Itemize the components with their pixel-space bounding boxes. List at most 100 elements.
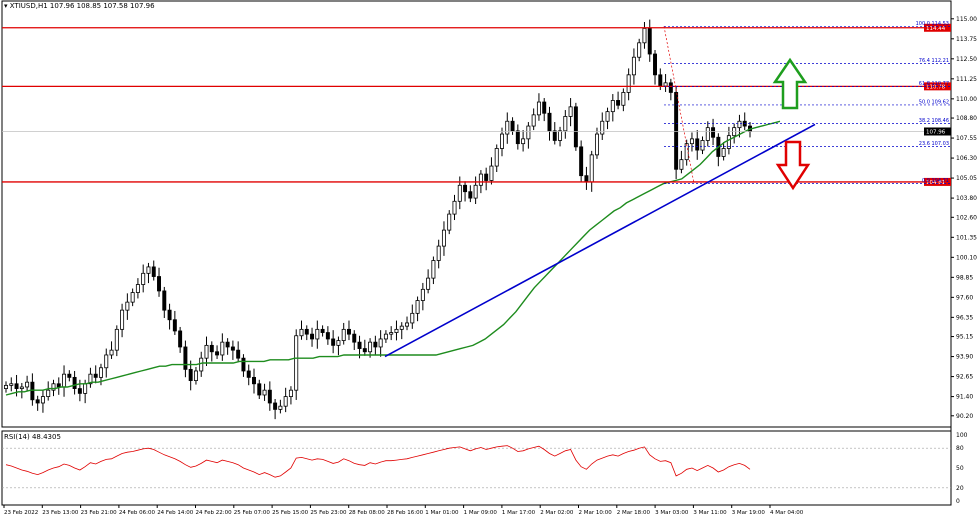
candle-body xyxy=(594,133,599,156)
level-price-label: 110.78 xyxy=(926,84,946,90)
candle-body xyxy=(605,111,610,122)
candle-body xyxy=(157,276,162,292)
candle-body xyxy=(563,116,568,132)
candle-body xyxy=(230,346,235,351)
candle-body xyxy=(368,341,373,353)
level-price-label: 114.44 xyxy=(926,26,946,32)
price-tick-label: 98.85 xyxy=(956,274,973,281)
down-arrow-icon xyxy=(775,140,811,191)
main-panel-frame xyxy=(1,0,952,428)
candle-body xyxy=(447,213,452,231)
fib-level-label: 76.4 112.21 xyxy=(919,58,949,64)
price-tick-label: 105.05 xyxy=(956,175,977,182)
candle-body xyxy=(135,284,140,293)
candle-body xyxy=(341,328,346,341)
candle-body xyxy=(658,74,663,87)
candle-body xyxy=(125,301,130,311)
candle-body xyxy=(737,120,742,129)
candle-body xyxy=(568,106,573,117)
candle-body xyxy=(215,351,220,356)
candle-body xyxy=(325,332,330,340)
fib-level-label: 23.6 107.03 xyxy=(919,141,949,147)
candle-body xyxy=(352,333,357,343)
price-tick-label: 107.55 xyxy=(956,135,977,142)
price-tick-label: 103.80 xyxy=(956,195,977,202)
time-tick-label: 4 Mar 04:00 xyxy=(770,510,804,516)
chart-header: ▾ XTIUSD,H1 107.96 108.85 107.58 107.96 xyxy=(4,2,155,10)
candle-body xyxy=(167,309,172,321)
candle-body xyxy=(584,175,589,183)
candle-body xyxy=(109,349,114,356)
price-tick-label: 110.00 xyxy=(956,96,977,103)
candle-body xyxy=(362,348,367,353)
candle-body xyxy=(114,328,119,351)
fib-level-label: 38.2 108.46 xyxy=(919,118,949,124)
price-tick-label: 90.20 xyxy=(956,413,973,420)
support-trendline xyxy=(384,123,816,358)
candle-body xyxy=(526,125,531,140)
candle-body xyxy=(521,138,526,145)
candle-body xyxy=(573,106,578,148)
candle-body xyxy=(9,383,14,386)
rsi-tick-label: 50 xyxy=(956,465,964,472)
time-tick-label: 25 Feb 07:00 xyxy=(234,510,271,516)
candle-body xyxy=(294,335,299,391)
candle-body xyxy=(457,184,462,202)
fib-diagonal-line xyxy=(663,26,695,184)
candle-body xyxy=(30,381,35,401)
time-tick-label: 1 Mar 09:00 xyxy=(464,510,498,516)
time-tick-label: 24 Feb 06:00 xyxy=(119,510,156,516)
candle-body xyxy=(436,245,441,261)
time-tick-label: 28 Feb 08:00 xyxy=(349,510,386,516)
candle-body xyxy=(695,138,700,151)
candle-body xyxy=(452,200,457,215)
time-tick-label: 1 Mar 01:00 xyxy=(425,510,459,516)
rsi-panel-frame xyxy=(1,430,952,506)
collapse-triangle-icon[interactable]: ▾ xyxy=(4,2,8,10)
candle-body xyxy=(188,368,193,381)
candle-body xyxy=(267,389,272,404)
candle-body xyxy=(426,277,431,290)
candle-body xyxy=(19,386,24,389)
candle-body xyxy=(431,260,436,279)
candle-body xyxy=(494,148,499,167)
fib-level-label: 0.0 104.71 xyxy=(922,178,949,184)
candle-body xyxy=(621,92,626,106)
candle-body xyxy=(120,309,125,330)
candle-body xyxy=(257,383,262,396)
candle-body xyxy=(610,100,615,113)
candle-body xyxy=(67,373,72,378)
candle-body xyxy=(83,383,88,394)
candle-body xyxy=(726,135,731,149)
candle-body xyxy=(288,389,293,397)
rsi-tick-label: 20 xyxy=(956,485,964,492)
candle-body xyxy=(637,42,642,58)
candle-body xyxy=(193,370,198,381)
time-tick-label: 3 Mar 11:00 xyxy=(693,510,727,516)
candle-body xyxy=(589,154,594,183)
candle-body xyxy=(547,112,552,132)
candle-body xyxy=(320,328,325,333)
candle-body xyxy=(410,312,415,324)
candle-body xyxy=(515,130,520,145)
candle-body xyxy=(653,53,658,76)
candle-body xyxy=(700,140,705,151)
candle-body xyxy=(441,229,446,247)
price-tick-label: 93.90 xyxy=(956,354,973,361)
price-tick-label: 101.35 xyxy=(956,234,977,241)
level-price-label: 104.81 xyxy=(926,180,945,186)
candle-body xyxy=(88,373,93,385)
candle-body xyxy=(383,333,388,340)
price-tick-label: 113.75 xyxy=(956,36,977,43)
candle-body xyxy=(77,388,82,394)
candle-body xyxy=(536,101,541,116)
time-tick-label: 24 Feb 14:00 xyxy=(157,510,194,516)
fib-level-label: 61.8 110.77 xyxy=(919,81,949,87)
level-price-tag xyxy=(924,23,951,32)
candle-body xyxy=(310,333,315,340)
rsi-header-label: RSI(14) 48.4305 xyxy=(4,433,61,441)
time-tick-label: 3 Mar 19:00 xyxy=(732,510,766,516)
candle-body xyxy=(220,341,225,356)
candle-body xyxy=(336,340,341,346)
